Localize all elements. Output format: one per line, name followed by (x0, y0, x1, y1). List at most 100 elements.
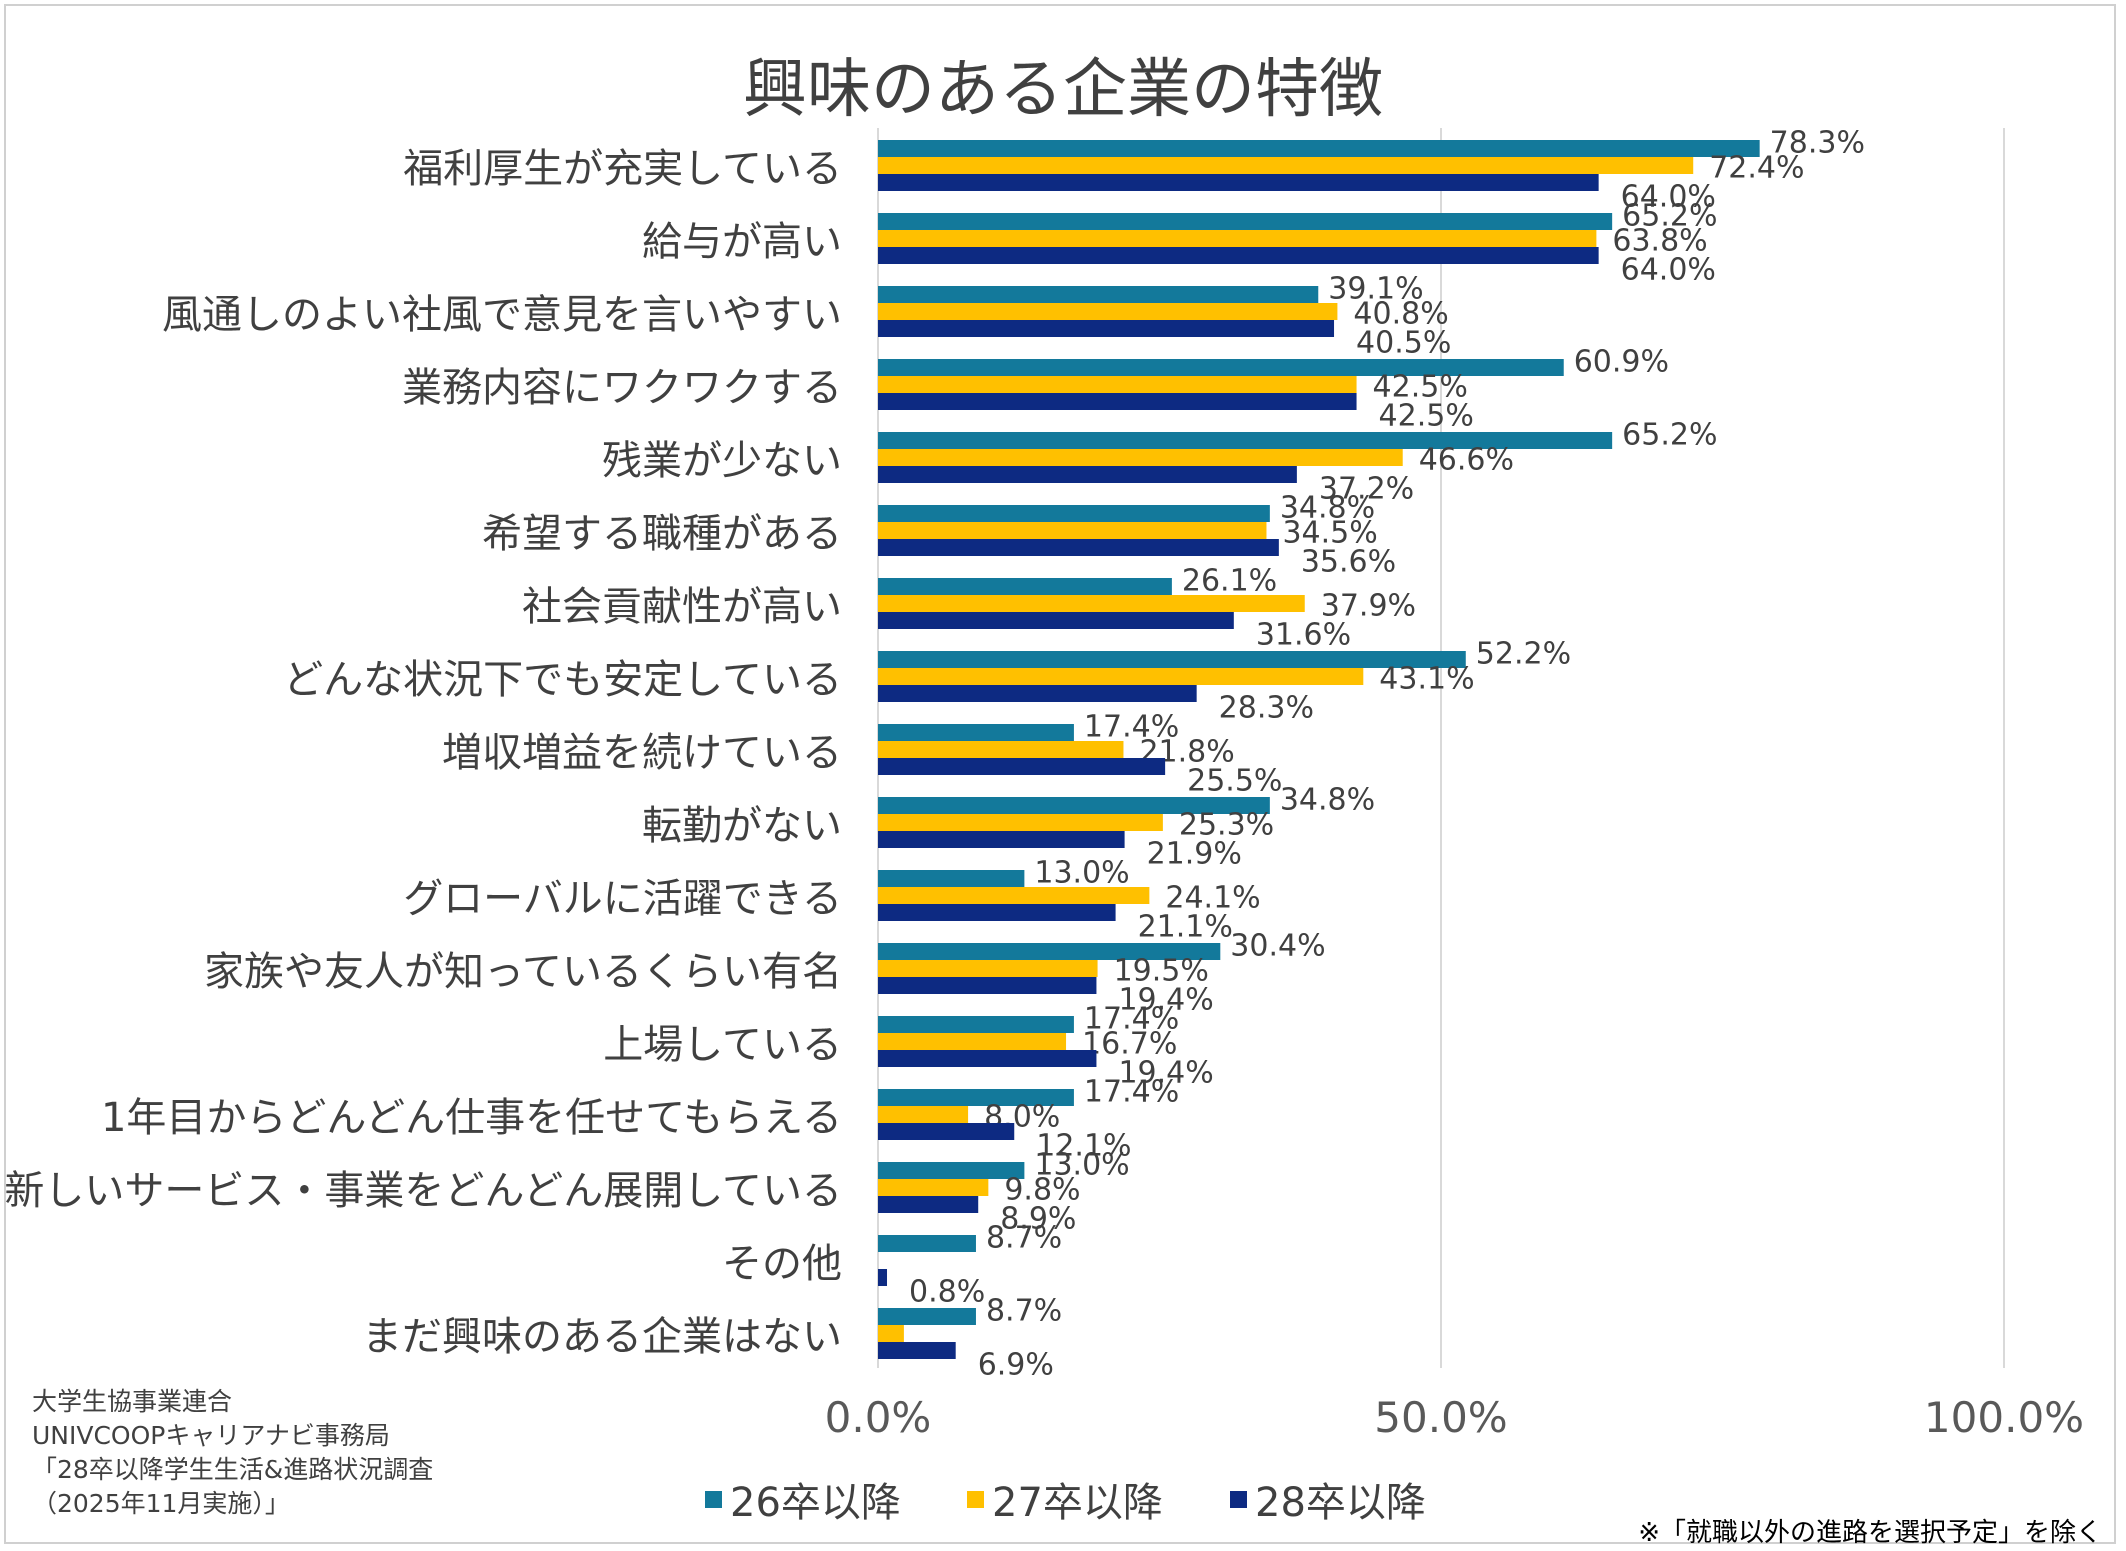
category-label: 福利厚生が充実している (403, 146, 842, 192)
bar (878, 578, 1172, 595)
bar (878, 1162, 1025, 1179)
data-label: 0.8% (909, 1275, 985, 1310)
data-label: 28.3% (1219, 691, 1314, 726)
data-label: 25.3% (1179, 808, 1274, 843)
bar (878, 904, 1116, 921)
data-label: 31.6% (1256, 618, 1351, 653)
legend: 26卒以降 27卒以降 28卒以降 (0, 1470, 2126, 1526)
chart-title: 興味のある企業の特徴 (743, 53, 1383, 127)
bar (878, 685, 1197, 702)
data-label: 13.0% (1034, 856, 1129, 891)
bar (878, 157, 1694, 174)
data-label: 42.5% (1373, 370, 1468, 405)
data-label: 12.1% (1036, 1129, 1131, 1164)
data-label: 21.1% (1138, 910, 1233, 945)
category-label: 風通しのよい社風で意見を言いやすい (162, 292, 842, 338)
data-label: 42.5% (1379, 399, 1474, 434)
data-label: 34.5% (1282, 516, 1377, 551)
bar (878, 1325, 904, 1342)
bar (878, 213, 1613, 230)
data-label: 34.8% (1280, 491, 1375, 526)
category-label: 業務内容にワクワクする (402, 365, 842, 411)
bar (878, 668, 1364, 685)
bar (878, 1123, 1015, 1140)
bar (878, 505, 1270, 522)
bar (878, 230, 1597, 247)
data-label: 40.5% (1356, 326, 1451, 361)
legend-swatch-28 (1230, 1490, 1247, 1508)
bar (878, 320, 1335, 337)
source-line: 「28卒以降学生生活&進路状況調査 (32, 1455, 434, 1484)
category-label: 家族や友人が知っているくらい有名 (204, 949, 842, 995)
bar (878, 651, 1466, 668)
category-label: 転勤がない (642, 803, 842, 849)
bar (878, 797, 1270, 814)
data-label: 40.8% (1353, 297, 1448, 332)
bar (878, 960, 1098, 977)
bar (878, 376, 1357, 393)
bar (878, 1050, 1097, 1067)
bar (878, 1269, 888, 1286)
data-label: 34.8% (1280, 783, 1375, 818)
category-label: グローバルに活躍できる (403, 876, 842, 922)
bar (878, 741, 1124, 758)
legend-swatch-27 (967, 1490, 984, 1508)
bar (878, 758, 1166, 775)
bar (878, 432, 1613, 449)
data-label: 13.0% (1034, 1148, 1129, 1183)
data-label: 6.9% (978, 1348, 1054, 1383)
legend-label-28: 28卒以降 (1255, 1480, 1426, 1526)
data-label: 19.4% (1118, 1056, 1213, 1091)
data-label: 60.9% (1574, 345, 1669, 380)
bar (878, 1179, 989, 1196)
data-label: 19.4% (1118, 983, 1213, 1018)
data-label: 46.6% (1419, 443, 1514, 478)
data-label: 24.1% (1165, 881, 1260, 916)
legend-item-27: 27卒以降 (967, 1470, 1163, 1528)
data-label: 30.4% (1230, 929, 1325, 964)
bar (878, 466, 1297, 483)
category-label: 上場している (603, 1022, 842, 1068)
bar (878, 1342, 956, 1359)
category-label: どんな状況下でも安定している (283, 657, 842, 703)
bar (878, 977, 1097, 994)
source-line: UNIVCOOPキャリアナビ事務局 (32, 1421, 390, 1450)
data-label: 35.6% (1301, 545, 1396, 580)
data-label: 19.5% (1114, 954, 1209, 989)
bar (878, 522, 1267, 539)
category-label: 1年目からどんどん仕事を任せてもらえる (101, 1095, 842, 1141)
category-label: 給与が高い (642, 219, 842, 265)
footnote: ※「就職以外の進路を選択予定」を除く (1638, 1518, 2102, 1548)
data-label: 39.1% (1328, 272, 1423, 307)
category-label: 増収増益を続けている (442, 730, 842, 776)
data-label: 65.2% (1622, 418, 1717, 453)
source-line: 大学生協事業連合 (32, 1387, 233, 1416)
category-label: 希望する職種がある (482, 511, 842, 557)
data-label: 16.7% (1082, 1027, 1177, 1062)
bar (878, 393, 1357, 410)
data-label: 43.1% (1379, 662, 1474, 697)
legend-swatch-26 (705, 1490, 722, 1508)
bar (878, 286, 1319, 303)
bar (878, 449, 1403, 466)
bar (878, 1106, 969, 1123)
bar (878, 1308, 976, 1325)
x-tick-label: 100.0% (1924, 1393, 2084, 1442)
data-label: 17.4% (1084, 710, 1179, 745)
data-label: 78.3% (1770, 126, 1865, 161)
chart-frame (4, 4, 2116, 1544)
bar (878, 539, 1279, 556)
data-label: 8.9% (1000, 1202, 1076, 1237)
data-label: 21.9% (1147, 837, 1242, 872)
legend-label-27: 27卒以降 (992, 1480, 1163, 1526)
category-label: 社会貢献性が高い (522, 584, 842, 630)
data-label: 65.2% (1622, 199, 1717, 234)
data-label: 64.0% (1621, 253, 1716, 288)
data-label: 8.7% (986, 1294, 1062, 1329)
data-label: 25.5% (1187, 764, 1282, 799)
bar (878, 174, 1599, 191)
bar (878, 1089, 1074, 1106)
data-label: 17.4% (1084, 1075, 1179, 1110)
bar (878, 814, 1163, 831)
